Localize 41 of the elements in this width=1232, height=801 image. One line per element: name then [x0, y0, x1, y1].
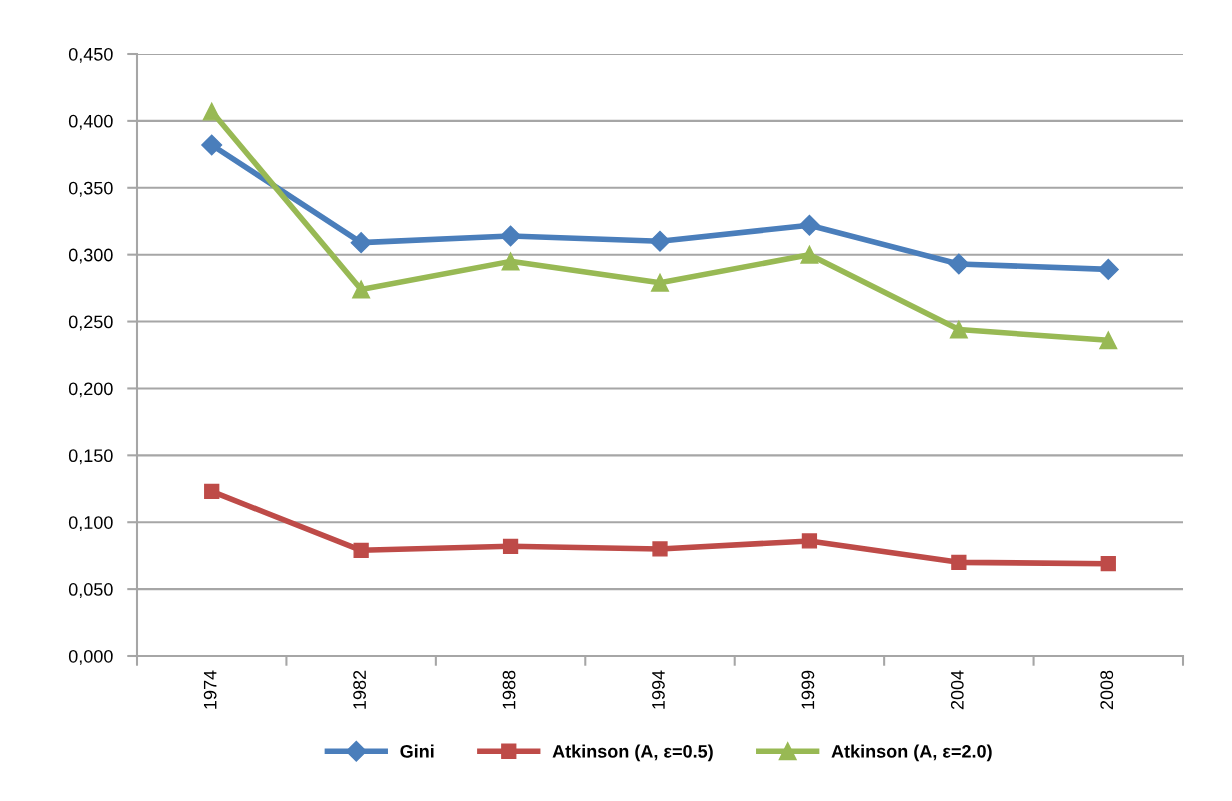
y-tick-label: 0,300 [68, 248, 113, 264]
y-tick-label: 0,250 [68, 315, 113, 331]
point [350, 232, 372, 254]
point [652, 541, 668, 557]
y-tick-label: 0,100 [68, 516, 113, 532]
point [202, 102, 221, 121]
point [500, 225, 522, 247]
point [800, 245, 819, 264]
y-tick-label: 0,050 [68, 583, 113, 598]
point [801, 533, 818, 549]
y-tick-label: 0,000 [68, 649, 113, 665]
point [951, 554, 967, 570]
point [353, 542, 369, 558]
point [201, 134, 223, 156]
point [649, 230, 671, 252]
x-tick-label: 1994 [652, 670, 665, 709]
x-tick-label: 2004 [950, 670, 964, 710]
y-tick-label: 0,150 [68, 449, 113, 465]
point [502, 538, 519, 554]
point [948, 253, 970, 275]
point [352, 280, 371, 299]
point [204, 483, 220, 500]
x-tick-label: 1988 [502, 670, 516, 709]
legend-label: Gini [400, 744, 434, 758]
point [1100, 556, 1116, 572]
legend-label: Atkinson (A, ε=0.5) [552, 744, 713, 762]
y-tick-label: 0,200 [68, 382, 113, 398]
point [949, 320, 968, 339]
point [1097, 258, 1119, 280]
x-tick-label: 2008 [1100, 670, 1114, 710]
y-tick-label: 0,400 [68, 114, 113, 130]
x-tick-label: 1982 [353, 670, 366, 709]
y-tick-label: 0,350 [68, 181, 113, 197]
x-tick-label: 1999 [801, 670, 815, 709]
point [650, 273, 670, 292]
point [501, 252, 520, 271]
y-tick-label: 0,450 [68, 47, 113, 63]
point [798, 214, 820, 236]
x-tick-label: 1974 [203, 670, 217, 709]
legend-label: Atkinson (A, ε=2.0) [831, 744, 992, 762]
point [1099, 331, 1118, 350]
